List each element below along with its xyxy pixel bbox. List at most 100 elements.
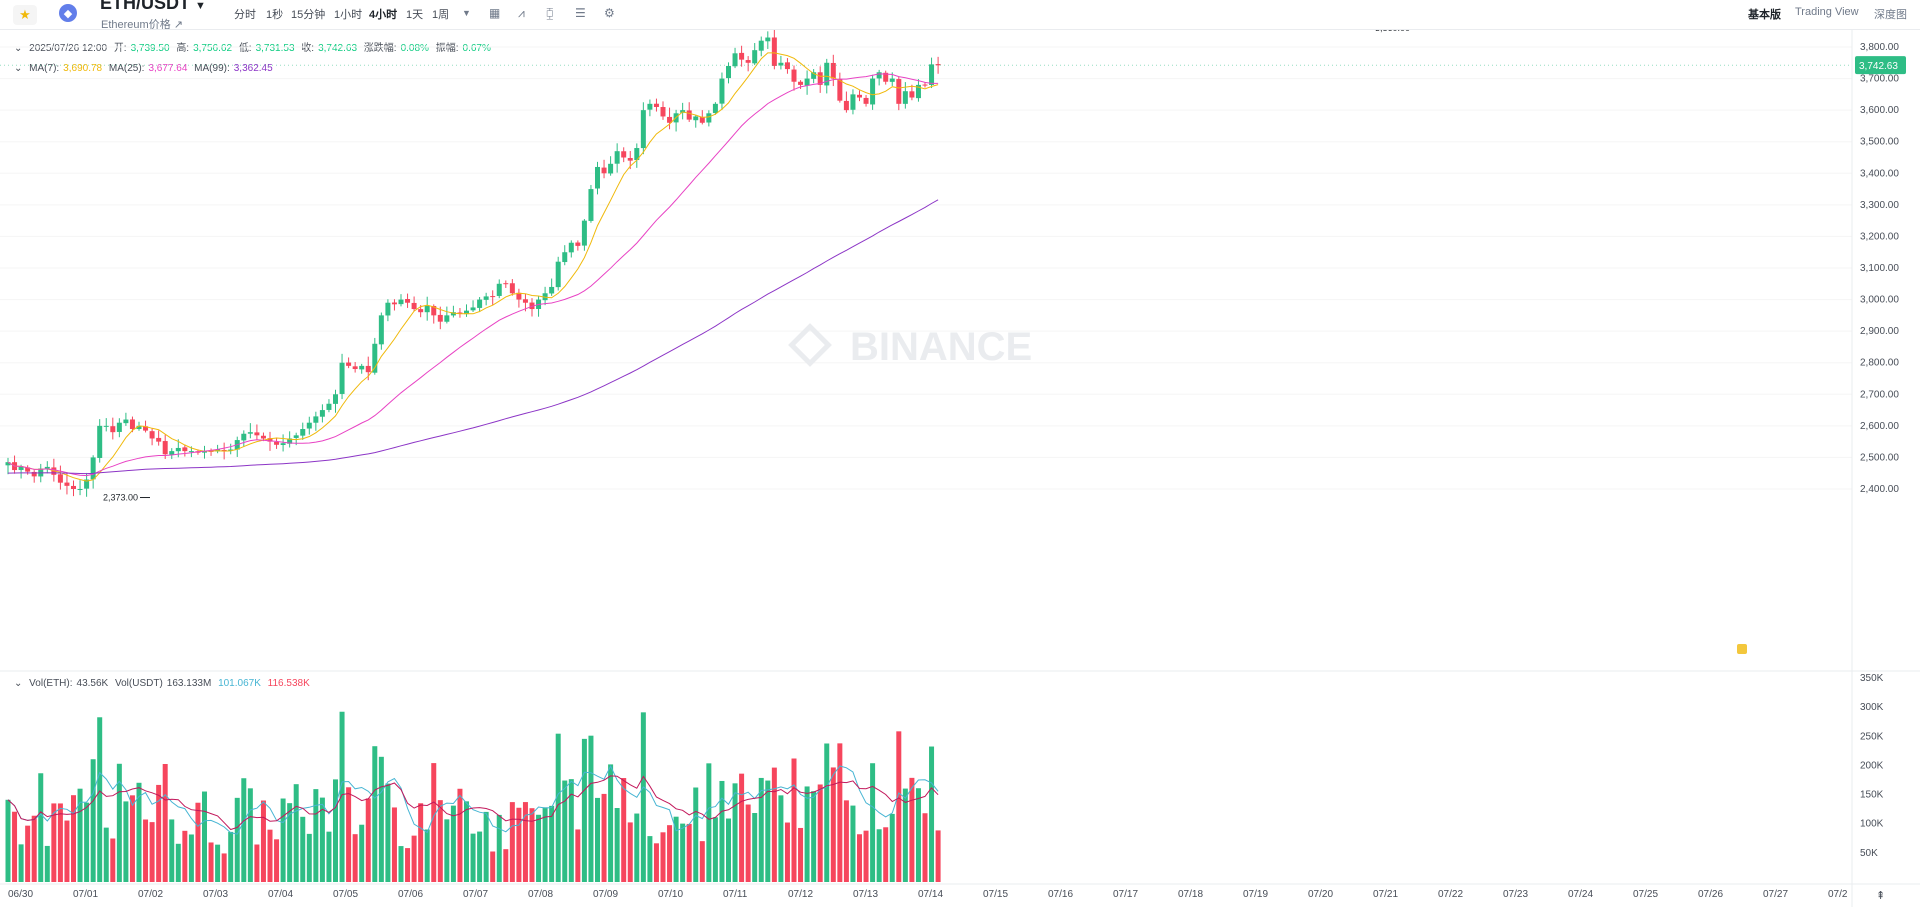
candle-down[interactable] [745, 60, 751, 63]
candle-up[interactable] [18, 466, 24, 470]
candle-up[interactable] [398, 299, 404, 305]
candle-down[interactable] [162, 441, 168, 455]
candle-down[interactable] [156, 437, 162, 442]
candle-down[interactable] [143, 426, 149, 431]
candle-down[interactable] [490, 296, 496, 298]
tf-1w[interactable]: 1周 [432, 9, 450, 21]
candle-up[interactable] [169, 451, 175, 455]
view-depth[interactable]: 深度图 [1874, 9, 1907, 21]
candle-down[interactable] [667, 116, 673, 123]
candle-down[interactable] [660, 107, 666, 117]
candle-up[interactable] [889, 78, 895, 82]
candle-up[interactable] [97, 425, 103, 458]
candle-up[interactable] [726, 65, 731, 79]
candle-down[interactable] [653, 103, 659, 107]
candle-down[interactable] [31, 471, 37, 477]
candle-up[interactable] [581, 220, 587, 246]
candle-up[interactable] [444, 315, 450, 322]
candle-up[interactable] [562, 252, 568, 263]
candle-up[interactable] [424, 305, 430, 313]
candle-up[interactable] [306, 422, 312, 429]
tf-1d[interactable]: 1天 [406, 9, 424, 21]
candle-down[interactable] [391, 302, 397, 305]
indicator-icon[interactable]: ⩘ [518, 6, 525, 20]
candle-down[interactable] [857, 94, 862, 98]
pair-selector[interactable]: ETH/USDT ▼ [100, 0, 206, 14]
candle-down[interactable] [516, 292, 522, 300]
candle-down[interactable] [686, 110, 692, 120]
candle-up[interactable] [319, 410, 325, 417]
candle-up[interactable] [549, 286, 555, 294]
candle-down[interactable] [627, 158, 633, 161]
candle-up[interactable] [765, 37, 771, 42]
candle-up[interactable] [241, 433, 247, 441]
candle-down[interactable] [71, 485, 76, 489]
candle-up[interactable] [706, 113, 712, 123]
candle-down[interactable] [418, 309, 424, 313]
candlestick-chart[interactable]: 3,800.00 3,700.00 3,600.00 3,500.00 3,400.00… [0, 30, 1920, 907]
candle-down[interactable] [837, 78, 843, 101]
candle-down[interactable] [365, 365, 371, 373]
candle-up[interactable] [902, 91, 908, 104]
favorite-button[interactable]: ★ [13, 5, 37, 25]
candle-down[interactable] [129, 419, 135, 430]
candle-down[interactable] [503, 283, 509, 285]
candle-up[interactable] [116, 422, 122, 432]
candle-down[interactable] [64, 482, 70, 486]
candle-down[interactable] [935, 64, 941, 66]
candle-down[interactable] [437, 314, 443, 322]
candle-down[interactable] [411, 302, 417, 310]
tf-15m[interactable]: 15分钟 [291, 9, 326, 21]
candle-up[interactable] [542, 293, 548, 301]
collapse-icon[interactable]: ⌄ [14, 678, 23, 689]
candle-up[interactable] [202, 451, 207, 453]
more-timeframes-icon[interactable]: ▼ [462, 8, 471, 18]
candle-up[interactable] [280, 443, 286, 445]
candle-up[interactable] [758, 40, 764, 51]
candle-up[interactable] [850, 94, 856, 110]
candle-down[interactable] [509, 283, 515, 294]
candle-up[interactable] [313, 416, 319, 423]
candle-up[interactable] [300, 429, 306, 436]
candle-up[interactable] [640, 110, 646, 149]
tf-time[interactable]: 分时 [234, 9, 256, 21]
candle-up[interactable] [693, 116, 699, 121]
candle-up[interactable] [123, 419, 129, 424]
candle-up[interactable] [595, 166, 600, 189]
candle-up[interactable] [136, 425, 142, 430]
candle-down[interactable] [575, 242, 581, 246]
candle-down[interactable] [883, 72, 889, 82]
candle-up[interactable] [247, 432, 253, 434]
candle-up[interactable] [326, 403, 332, 410]
candle-down[interactable] [457, 312, 463, 314]
candle-up[interactable] [103, 425, 109, 427]
candle-down[interactable] [798, 81, 804, 85]
candle-down[interactable] [601, 167, 607, 174]
candle-down[interactable] [791, 69, 797, 82]
candle-up[interactable] [339, 362, 345, 394]
candle-down[interactable] [182, 447, 188, 452]
candle-up[interactable] [372, 343, 378, 373]
candle-type-icon[interactable]: ⧮ [546, 6, 554, 20]
candle-up[interactable] [811, 72, 817, 79]
gear-icon[interactable]: ⚙ [604, 6, 615, 20]
view-tradingview[interactable]: Trading View [1795, 6, 1859, 18]
candle-up[interactable] [84, 479, 90, 489]
candle-up[interactable] [870, 78, 876, 105]
collapse-icon[interactable]: ⌄ [14, 43, 23, 54]
candle-down[interactable] [621, 151, 627, 158]
candle-down[interactable] [843, 100, 849, 111]
candle-up[interactable] [385, 302, 391, 316]
candle-up[interactable] [464, 310, 469, 315]
candle-up[interactable] [915, 84, 921, 99]
candle-up[interactable] [450, 312, 456, 316]
candle-up[interactable] [804, 78, 810, 86]
candle-up[interactable] [929, 64, 935, 85]
candle-up[interactable] [333, 394, 338, 404]
candle-down[interactable] [922, 84, 928, 86]
candle-down[interactable] [57, 474, 63, 483]
collapse-icon[interactable]: ⌄ [14, 63, 23, 74]
tf-1s[interactable]: 1秒 [266, 9, 284, 21]
candle-down[interactable] [110, 426, 116, 433]
candle-up[interactable] [477, 299, 483, 308]
